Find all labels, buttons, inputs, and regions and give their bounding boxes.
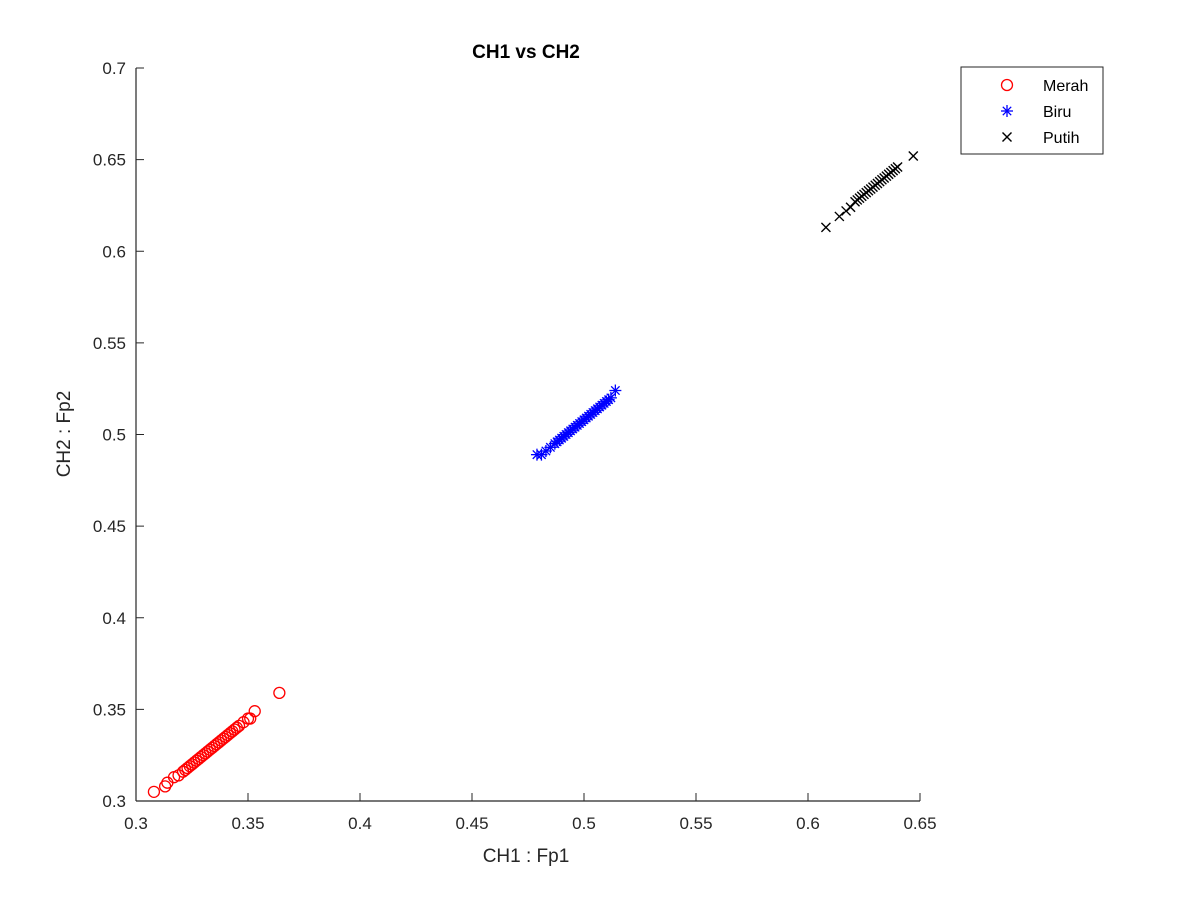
x-tick-label: 0.55 [679,814,712,833]
x-tick-label: 0.6 [796,814,820,833]
legend-marker [1002,132,1012,142]
x-tick-label: 0.4 [348,814,372,833]
y-tick-label: 0.3 [102,792,126,811]
x-tick-label: 0.35 [231,814,264,833]
data-point [834,211,845,222]
chart-title: CH1 vs CH2 [472,42,580,63]
legend-box [960,66,1104,155]
legend-marker [1001,105,1013,117]
axes: 0.3 0.35 0.4 0.45 0.5 0.55 0.6 0.65 0.3 0.35 0.4 0.… [93,59,937,833]
data-point [232,719,246,733]
data-point [604,391,617,404]
legend-label: Biru [1043,104,1071,121]
data-point [273,686,286,700]
legend-label: Merah [1043,78,1088,95]
legend: Merah Biru Putih [960,66,1104,155]
series-biru [530,384,622,461]
series-merah [147,686,286,798]
y-axis-label: CH2 : Fp2 [54,391,75,478]
data-point [161,776,174,789]
data-point [228,723,241,736]
x-tick-label: 0.65 [903,814,936,833]
data-point [244,712,257,725]
legend-marker [1000,78,1014,92]
y-tick-label: 0.4 [102,609,126,628]
x-axis-label: CH1 : Fp1 [483,846,570,867]
y-tick-label: 0.55 [93,334,126,353]
y-tick-label: 0.35 [93,700,126,719]
y-tick-label: 0.45 [93,517,126,536]
data-point [892,161,903,172]
x-tick-label: 0.3 [124,814,148,833]
data-point [248,705,261,718]
y-tick-label: 0.7 [102,59,126,78]
x-tick-label: 0.5 [572,814,596,833]
data-markers [147,150,919,798]
series-putih [820,150,919,233]
y-tick-label: 0.5 [102,426,126,445]
data-point [147,785,161,798]
data-point [908,150,919,161]
y-tick-label: 0.65 [93,151,126,170]
data-point [609,384,622,397]
legend-label: Putih [1043,130,1079,147]
y-tick-label: 0.6 [102,242,126,261]
data-point [820,222,831,233]
data-point [237,716,250,729]
x-tick-label: 0.45 [455,814,488,833]
